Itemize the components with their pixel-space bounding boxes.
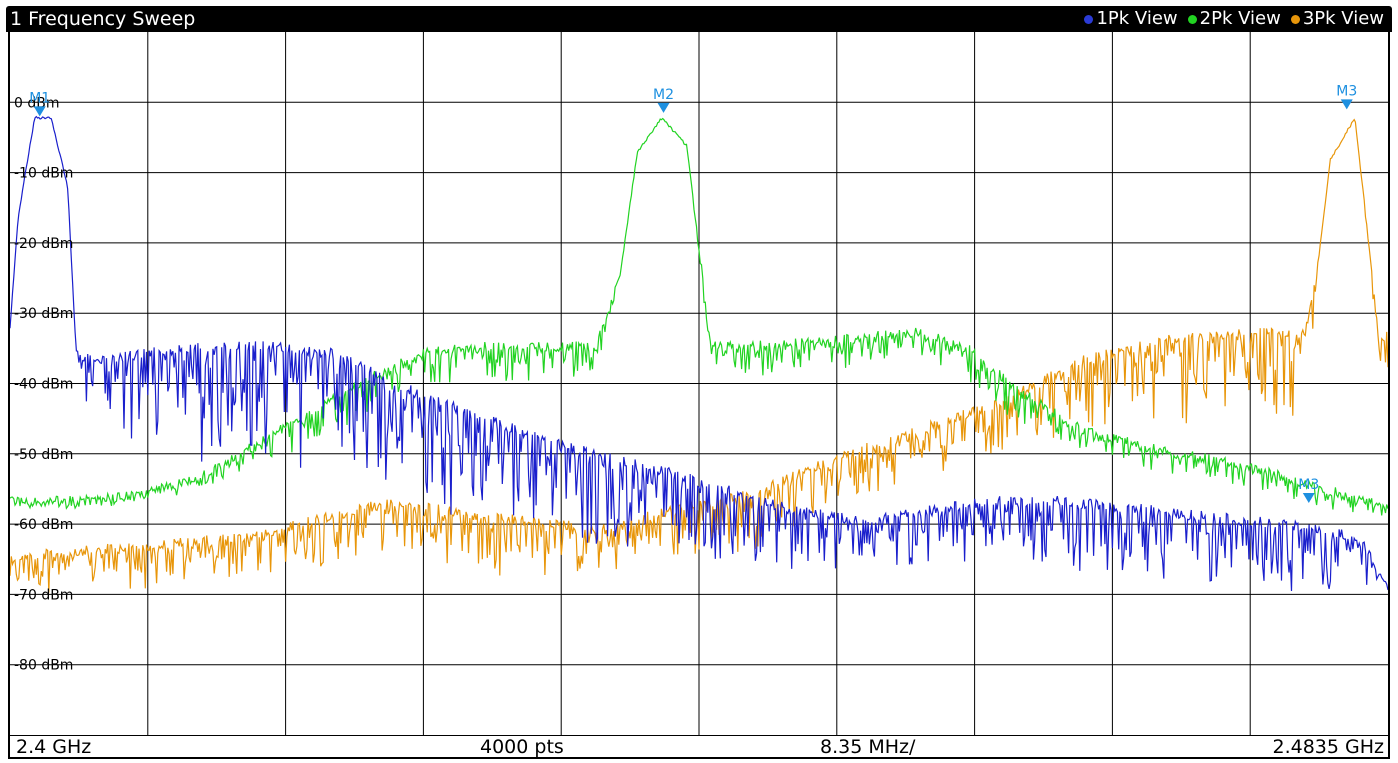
span-per-division: 8.35 MHz/	[820, 736, 916, 758]
y-tick-label: -10 dBm	[14, 166, 73, 182]
trace-1-dot-icon	[1084, 14, 1094, 24]
y-tick-label: 0 dBm	[14, 95, 60, 111]
sweep-points: 4000 pts	[480, 736, 564, 758]
y-tick-label: -40 dBm	[14, 377, 73, 393]
title-bar: 1 Frequency Sweep 1Pk View 2Pk View 3Pk …	[6, 6, 1392, 32]
trace-2-dot-icon	[1187, 14, 1197, 24]
y-tick-label: -30 dBm	[14, 306, 73, 322]
y-tick-label: -60 dBm	[14, 517, 73, 533]
marker-m2-icon	[657, 102, 670, 113]
marker-label: M3	[1298, 477, 1319, 493]
marker-label: M3	[1336, 83, 1357, 99]
plot-area[interactable]: 0 dBm -10 dBm -20 dBm -30 dBm -40 dBm -50 dBm…	[8, 32, 1390, 735]
marker-label: M1	[29, 90, 50, 106]
legend-item-2pk[interactable]: 2Pk View	[1187, 7, 1281, 31]
y-tick-label: -80 dBm	[14, 658, 73, 674]
legend-label-1pk: 1Pk View	[1096, 8, 1178, 29]
stop-frequency: 2.4835 GHz	[1272, 736, 1384, 758]
spectrum-chart: 0 dBm -10 dBm -20 dBm -30 dBm -40 dBm -50 dBm…	[10, 32, 1388, 735]
trace-legend: 1Pk View 2Pk View 3Pk View	[1074, 7, 1384, 31]
trace-1-line	[10, 115, 1388, 592]
legend-label-3pk: 3Pk View	[1302, 8, 1384, 29]
legend-label-2pk: 2Pk View	[1199, 8, 1281, 29]
marker-m3-icon	[1340, 99, 1353, 110]
start-frequency: 2.4 GHz	[16, 736, 92, 758]
trace-2-line	[10, 117, 1388, 516]
sweep-footer: 2.4 GHz 4000 pts 8.35 MHz/ 2.4835 GHz	[8, 735, 1390, 759]
marker-label: M2	[653, 87, 674, 103]
marker-m3-icon	[1302, 493, 1315, 504]
marker-m1-icon	[33, 106, 46, 117]
trace-3-dot-icon	[1290, 14, 1300, 24]
y-tick-label: -50 dBm	[14, 447, 73, 463]
y-tick-label: -70 dBm	[14, 587, 73, 603]
trace-3-line	[10, 118, 1388, 593]
y-tick-label: -20 dBm	[14, 236, 73, 252]
legend-item-3pk[interactable]: 3Pk View	[1290, 7, 1384, 31]
window-title: 1 Frequency Sweep	[10, 8, 196, 30]
legend-item-1pk[interactable]: 1Pk View	[1084, 7, 1178, 31]
